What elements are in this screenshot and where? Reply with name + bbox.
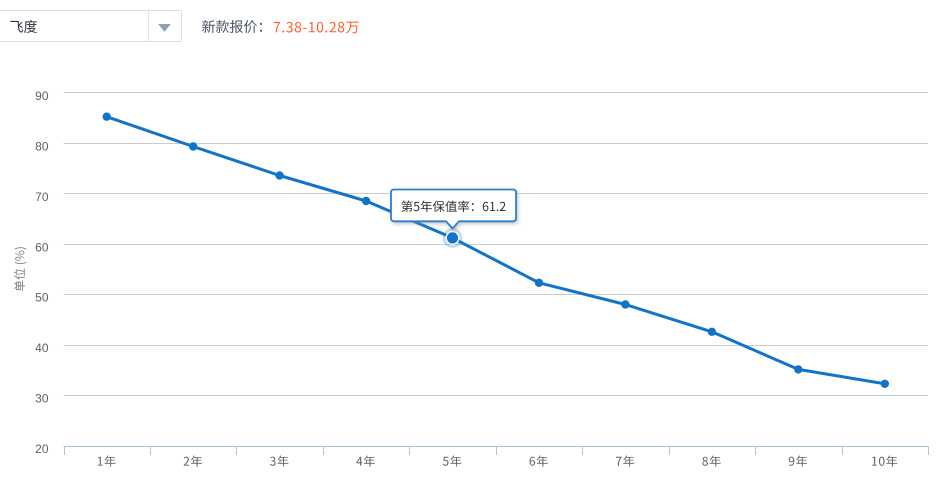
svg-text:20: 20	[35, 442, 49, 456]
svg-text:70: 70	[35, 190, 49, 204]
svg-text:80: 80	[35, 139, 49, 153]
svg-text:90: 90	[35, 89, 49, 103]
svg-text:60: 60	[35, 240, 49, 254]
svg-text:50: 50	[35, 291, 49, 305]
svg-text:30: 30	[35, 392, 49, 406]
svg-text:40: 40	[35, 341, 49, 355]
